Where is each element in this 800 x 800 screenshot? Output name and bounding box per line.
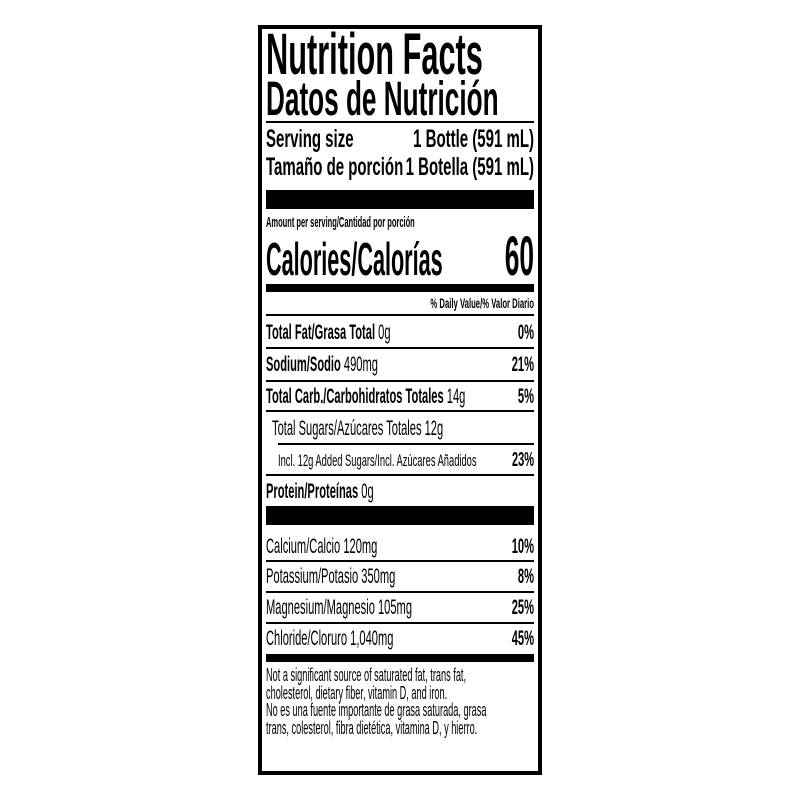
divider — [266, 410, 534, 412]
daily-value-header-text: % Daily Value/% Valor Diario — [430, 295, 534, 311]
nutrient-amount: 0g — [378, 321, 391, 344]
divider — [278, 443, 534, 445]
mineral-name: Potassium/Potasio — [266, 565, 359, 588]
divider — [266, 314, 534, 316]
nutrient-row: Protein/Proteínas 0g — [266, 480, 534, 503]
calories-label: Calories/Calorías — [266, 233, 443, 285]
footnote-line: trans, colesterol, fibra dietética, vita… — [266, 717, 478, 738]
mineral-dv: 10% — [511, 535, 534, 558]
footnote-line: cholesterol, dietary fiber, vitamin D, a… — [266, 682, 448, 703]
nutrient-name: Total Carb./Carbohidratos Totales — [266, 385, 444, 408]
divider-bar — [266, 190, 534, 209]
nutrient-dv: 21% — [511, 353, 534, 376]
divider — [266, 474, 534, 476]
nutrition-label-border — [258, 25, 542, 775]
footnote: Not a significant source of saturated fa… — [266, 665, 534, 738]
mineral-dv: 25% — [511, 596, 534, 619]
nutrient-row-sugars: Total Sugars/Azúcares Totales 12g — [272, 417, 534, 440]
divider — [266, 347, 534, 349]
nutrient-name: Total Fat/Grasa Total — [266, 321, 376, 344]
nutrient-name: Sodium/Sodio — [266, 353, 341, 376]
serving-size-row: Serving size 1 Bottle (591 mL) — [266, 127, 534, 152]
nutrient-amount: 0g — [361, 480, 374, 503]
title: Nutrition Facts — [266, 22, 534, 87]
nutrient-dv: 5% — [517, 385, 534, 408]
nutrient-row: Sodium/Sodio 490mg 21% — [266, 353, 534, 376]
title-es: Datos de Nutrición — [266, 73, 534, 126]
divider — [266, 622, 534, 624]
mineral-row: Magnesium/Magnesio 105mg 25% — [266, 596, 534, 619]
nutrient-dv: 23% — [511, 449, 534, 471]
divider — [266, 560, 534, 562]
nutrient-name: Incl. 12g Added Sugars/Incl. Azúcares Añ… — [278, 451, 477, 470]
nutrient-row: Total Carb./Carbohidratos Totales 14g 5% — [266, 385, 534, 408]
nutrient-dv: 0% — [517, 321, 534, 344]
serving-size-es-label: Tamaño de porción — [266, 153, 404, 181]
mineral-amount: 105mg — [377, 596, 413, 619]
divider-thick — [266, 284, 534, 292]
mineral-name: Calcium/Calcio — [266, 535, 341, 558]
divider — [266, 591, 534, 593]
nutrient-name: Protein/Proteínas — [266, 480, 359, 503]
amount-per-serving-text: Amount per serving/Cantidad por porción — [266, 214, 415, 231]
calories-value: 60 — [504, 224, 534, 287]
mineral-amount: 120mg — [343, 535, 378, 558]
mineral-name: Chloride/Cloruro — [266, 627, 348, 650]
daily-value-header: % Daily Value/% Valor Diario — [266, 296, 534, 311]
footnote-line: Not a significant source of saturated fa… — [266, 665, 467, 685]
mineral-dv: 45% — [511, 627, 534, 650]
divider-thick — [266, 654, 534, 662]
nutrient-amount: 14g — [446, 385, 466, 408]
serving-size-value: 1 Bottle (591 mL) — [413, 125, 534, 153]
divider — [266, 121, 534, 123]
title-text: Nutrition Facts — [266, 22, 483, 87]
serving-size-es-row: Tamaño de porción 1 Botella (591 mL) — [266, 155, 534, 180]
footnote-line: No es una fuente importante de grasa sat… — [266, 700, 487, 720]
title-es-text: Datos de Nutrición — [266, 73, 499, 126]
amount-per-serving: Amount per serving/Cantidad por porción — [266, 215, 534, 230]
mineral-amount: 1,040mg — [350, 627, 394, 650]
mineral-row: Potassium/Potasio 350mg 8% — [266, 565, 534, 588]
serving-size-es-value: 1 Botella (591 mL) — [405, 153, 534, 181]
divider-bar — [266, 506, 534, 525]
mineral-name: Magnesium/Magnesio — [266, 596, 375, 619]
nutrient-amount: 12g — [424, 417, 444, 440]
nutrient-amount: 490mg — [343, 353, 378, 376]
nutrient-row-added-sugars: Incl. 12g Added Sugars/Incl. Azúcares Añ… — [278, 449, 534, 472]
calories-row: Calories/Calorías 60 — [266, 224, 534, 287]
divider — [266, 380, 534, 382]
mineral-amount: 350mg — [361, 565, 396, 588]
nutrient-name: Total Sugars/Azúcares Totales — [272, 417, 422, 440]
mineral-row: Calcium/Calcio 120mg 10% — [266, 535, 534, 558]
nutrient-row: Total Fat/Grasa Total 0g 0% — [266, 321, 534, 344]
mineral-row: Chloride/Cloruro 1,040mg 45% — [266, 627, 534, 650]
mineral-dv: 8% — [517, 565, 534, 588]
serving-size-label: Serving size — [266, 125, 354, 153]
